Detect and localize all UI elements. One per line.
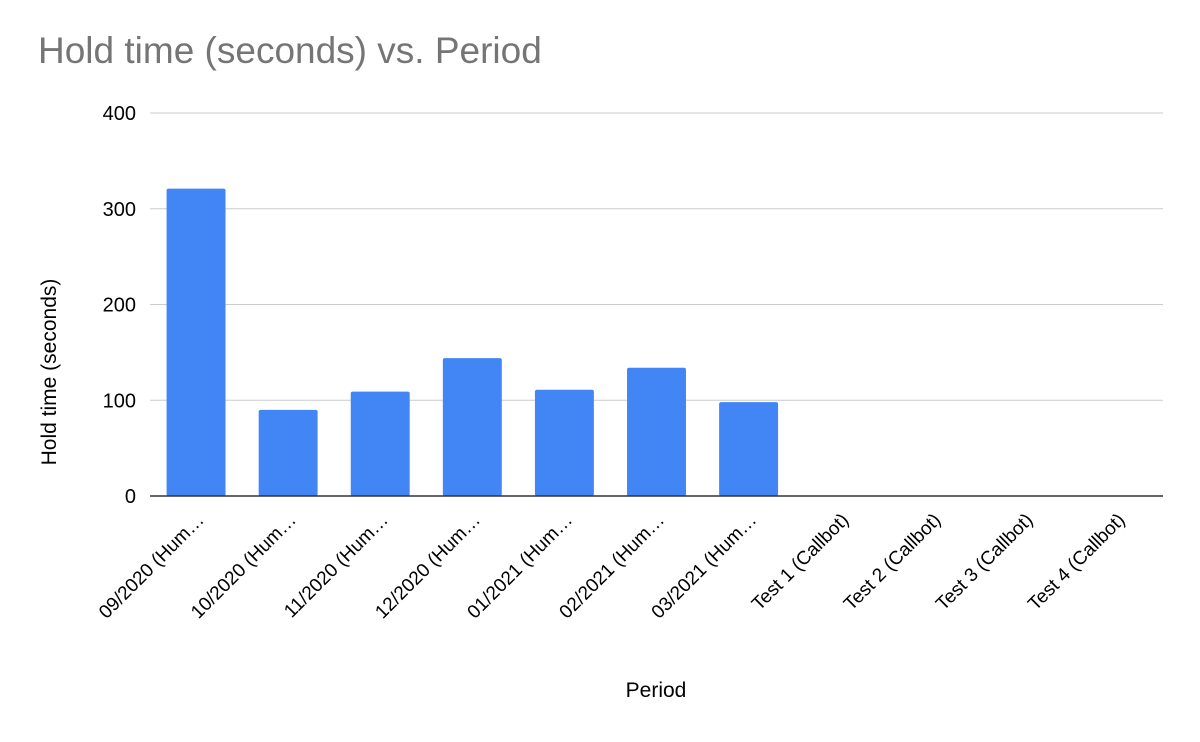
x-tick-label: Test 4 (Callbot) <box>1024 510 1129 615</box>
y-axis-title: Hold time (seconds) <box>38 279 61 466</box>
y-tick-label: 100 <box>103 390 136 412</box>
bar <box>719 402 779 496</box>
x-tick-label: Test 3 (Callbot) <box>932 510 1037 615</box>
bar <box>166 188 226 496</box>
bar <box>534 389 594 496</box>
bar <box>627 367 686 496</box>
bar <box>442 358 502 496</box>
bars <box>166 188 779 496</box>
chart-title: Hold time (seconds) vs. Period <box>38 30 542 71</box>
y-tick-label: 200 <box>103 295 136 317</box>
x-tick-labels: 09/2020 (Hum…10/2020 (Hum…11/2020 (Hum…1… <box>95 510 1129 623</box>
x-tick-label: Test 1 (Callbot) <box>748 510 853 615</box>
x-tick-label: Test 2 (Callbot) <box>840 510 945 615</box>
y-tick-label: 300 <box>103 199 136 221</box>
y-tick-label: 0 <box>125 486 136 508</box>
x-axis-title: Period <box>626 679 687 702</box>
bar <box>350 391 410 496</box>
y-tick-label: 400 <box>103 103 136 125</box>
y-tick-labels: 0 100 200 300 400 <box>103 103 136 508</box>
gridlines <box>150 112 1163 401</box>
bar <box>258 409 318 496</box>
